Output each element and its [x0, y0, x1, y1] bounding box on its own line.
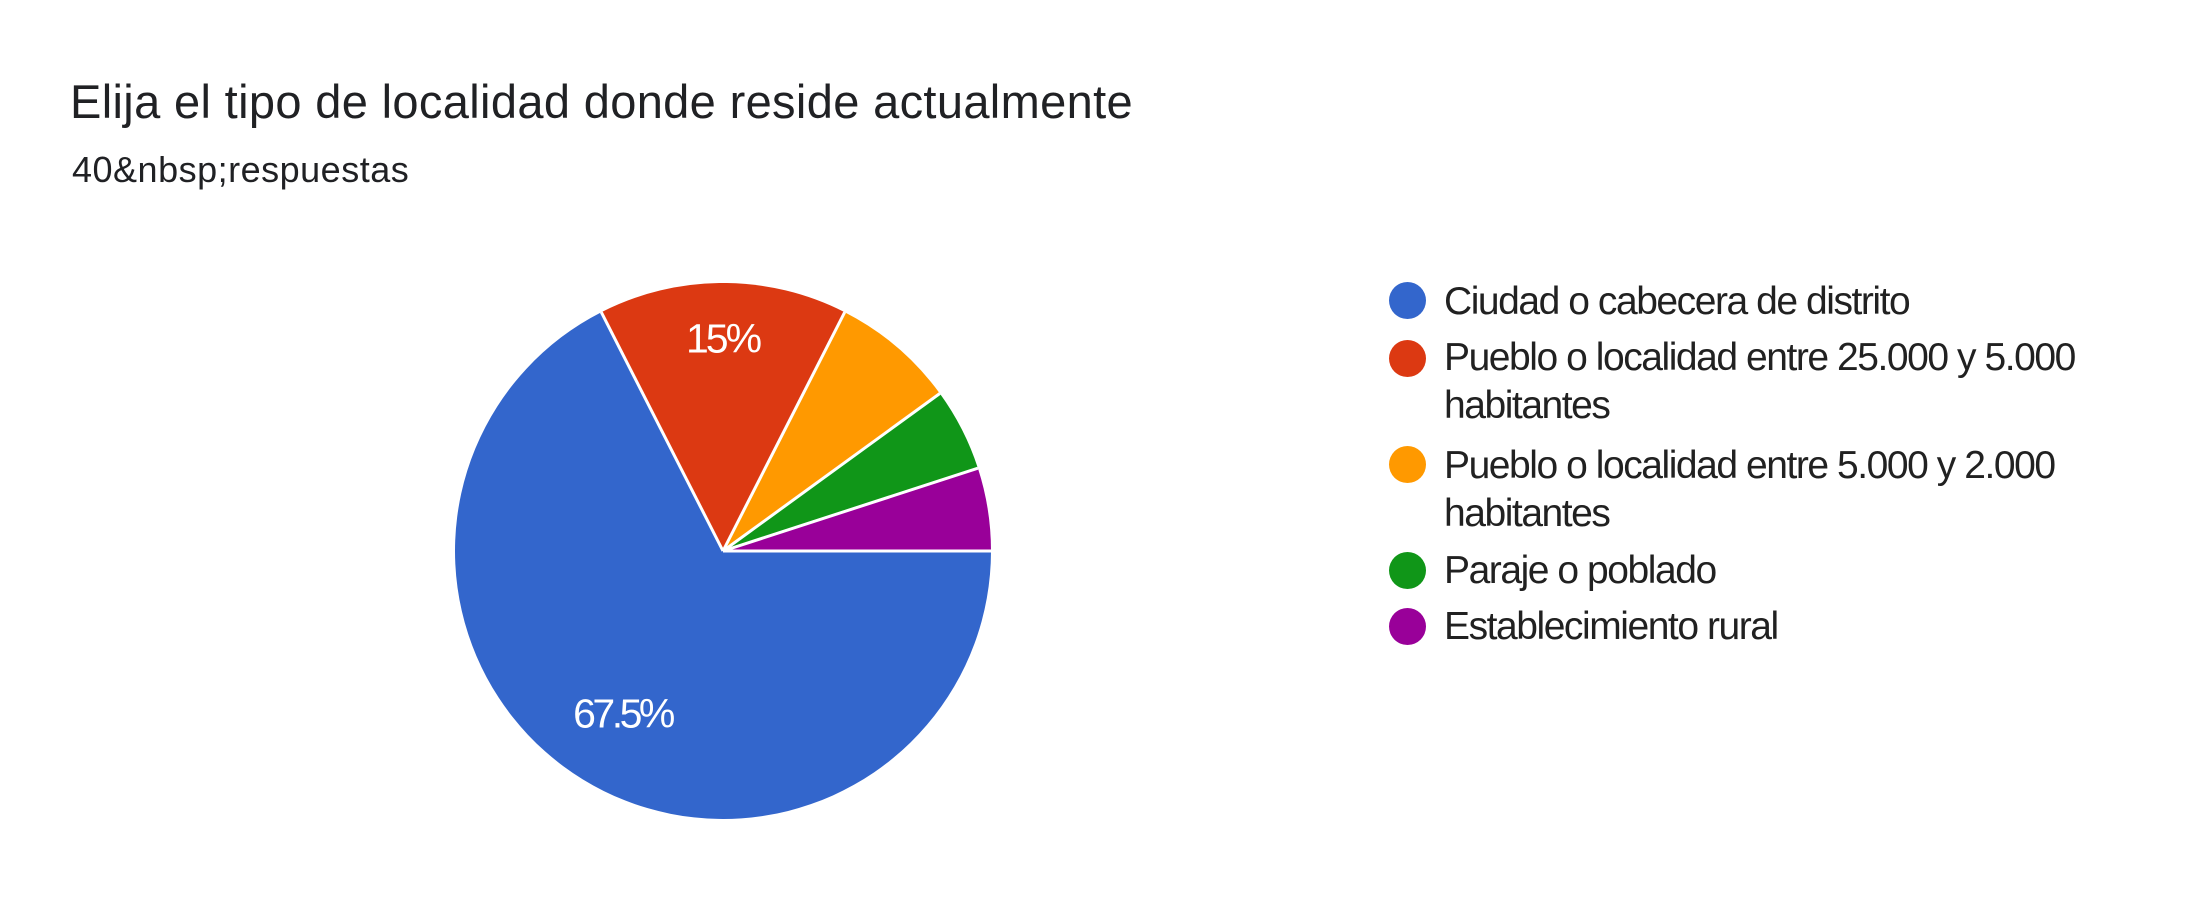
svg-text:15%: 15% — [686, 316, 761, 362]
svg-text:67.5%: 67.5% — [573, 691, 674, 737]
